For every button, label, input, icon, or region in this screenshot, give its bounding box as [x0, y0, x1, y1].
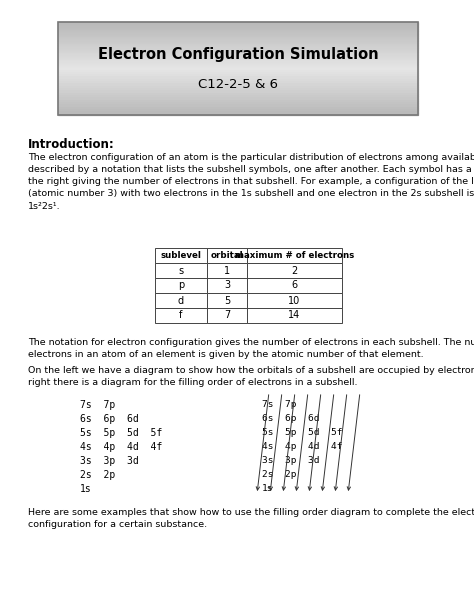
- Text: sublevel: sublevel: [161, 251, 201, 260]
- Text: 3s  3p  3d: 3s 3p 3d: [80, 456, 139, 466]
- Text: 2s  2p: 2s 2p: [262, 470, 297, 479]
- Bar: [58, 38, 418, 40]
- Bar: [207, 308, 247, 323]
- Text: f: f: [179, 311, 182, 321]
- Bar: [58, 89, 418, 92]
- Text: 5s  5p  5d  5f: 5s 5p 5d 5f: [262, 428, 343, 437]
- Text: Electron Configuration Simulation: Electron Configuration Simulation: [98, 47, 378, 63]
- Bar: [155, 263, 207, 278]
- Bar: [155, 248, 207, 263]
- Bar: [58, 55, 418, 57]
- Text: C12-2-5 & 6: C12-2-5 & 6: [198, 78, 278, 91]
- Bar: [58, 101, 418, 104]
- Bar: [247, 263, 342, 278]
- Bar: [247, 308, 342, 323]
- Bar: [155, 293, 207, 308]
- Bar: [58, 83, 418, 85]
- Text: 4s  4p  4d  4f: 4s 4p 4d 4f: [80, 442, 162, 452]
- Text: Introduction:: Introduction:: [28, 138, 115, 151]
- Bar: [207, 263, 247, 278]
- Bar: [58, 113, 418, 115]
- Bar: [58, 64, 418, 66]
- Bar: [58, 69, 418, 71]
- Text: The notation for electron configuration gives the number of electrons in each su: The notation for electron configuration …: [28, 338, 474, 359]
- Text: 7s  7p: 7s 7p: [80, 400, 115, 410]
- Text: 1: 1: [224, 265, 230, 275]
- Bar: [58, 59, 418, 61]
- Text: 6s  6p  6d: 6s 6p 6d: [80, 414, 139, 424]
- Text: maximum # of electrons: maximum # of electrons: [235, 251, 354, 260]
- Bar: [58, 96, 418, 99]
- Bar: [58, 61, 418, 64]
- Bar: [58, 52, 418, 55]
- Text: 7: 7: [224, 311, 230, 321]
- Bar: [207, 248, 247, 263]
- Bar: [58, 71, 418, 73]
- Bar: [247, 278, 342, 293]
- Text: 5: 5: [224, 295, 230, 305]
- Text: s: s: [178, 265, 183, 275]
- Bar: [155, 278, 207, 293]
- Bar: [58, 105, 418, 108]
- Bar: [58, 45, 418, 48]
- Text: 1s: 1s: [80, 484, 92, 494]
- Bar: [58, 29, 418, 31]
- Bar: [58, 31, 418, 34]
- Bar: [58, 87, 418, 89]
- Bar: [58, 99, 418, 101]
- Bar: [58, 104, 418, 105]
- Bar: [58, 73, 418, 75]
- Bar: [207, 293, 247, 308]
- Bar: [58, 36, 418, 38]
- Bar: [58, 48, 418, 50]
- Bar: [58, 78, 418, 80]
- Bar: [58, 40, 418, 43]
- Text: d: d: [178, 295, 184, 305]
- Text: 6s  6p  6d: 6s 6p 6d: [262, 414, 319, 423]
- Text: 10: 10: [288, 295, 301, 305]
- Text: 3s  3p  3d: 3s 3p 3d: [262, 456, 319, 465]
- Bar: [58, 34, 418, 36]
- Text: Here are some examples that show how to use the filling order diagram to complet: Here are some examples that show how to …: [28, 508, 474, 529]
- Bar: [58, 108, 418, 110]
- Bar: [58, 110, 418, 113]
- Text: 3: 3: [224, 281, 230, 291]
- Bar: [155, 308, 207, 323]
- Text: 6: 6: [292, 281, 298, 291]
- Bar: [58, 25, 418, 26]
- Bar: [58, 80, 418, 83]
- Text: On the left we have a diagram to show how the orbitals of a subshell are occupie: On the left we have a diagram to show ho…: [28, 366, 474, 387]
- Bar: [58, 75, 418, 78]
- Text: 14: 14: [288, 311, 301, 321]
- Bar: [58, 43, 418, 45]
- Text: 2s  2p: 2s 2p: [80, 470, 115, 480]
- Bar: [58, 85, 418, 87]
- Text: The electron configuration of an atom is the particular distribution of electron: The electron configuration of an atom is…: [28, 153, 474, 211]
- Bar: [247, 293, 342, 308]
- Text: 4s  4p  4d  4f: 4s 4p 4d 4f: [262, 442, 343, 451]
- Bar: [247, 248, 342, 263]
- Text: 2: 2: [292, 265, 298, 275]
- Text: orbital: orbital: [210, 251, 243, 260]
- Text: p: p: [178, 281, 184, 291]
- Bar: [58, 57, 418, 59]
- Bar: [207, 278, 247, 293]
- Bar: [58, 66, 418, 69]
- Bar: [58, 26, 418, 29]
- Bar: [58, 92, 418, 94]
- Bar: [58, 50, 418, 52]
- Bar: [58, 94, 418, 96]
- Bar: [58, 22, 418, 25]
- Text: 1s: 1s: [262, 484, 273, 493]
- Text: 5s  5p  5d  5f: 5s 5p 5d 5f: [80, 428, 162, 438]
- Text: 7s  7p: 7s 7p: [262, 400, 297, 409]
